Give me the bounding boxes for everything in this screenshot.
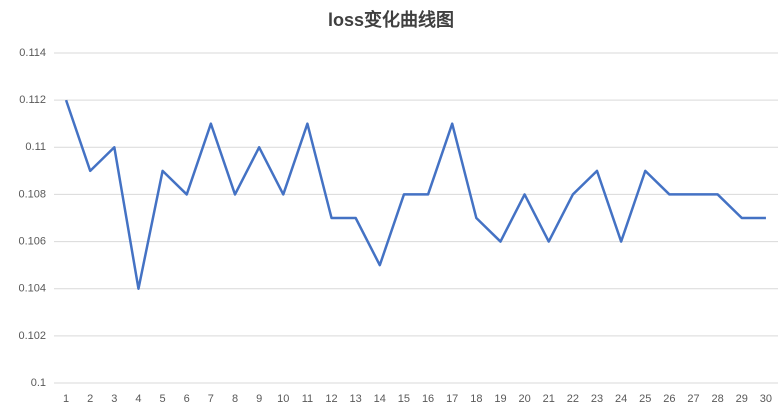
x-tick-label: 1	[63, 393, 69, 405]
x-tick-label: 8	[232, 393, 238, 405]
x-tick-label: 25	[639, 393, 651, 405]
y-tick-label: 0.11	[25, 141, 46, 153]
x-tick-label: 6	[184, 393, 190, 405]
y-tick-label: 0.1	[31, 377, 46, 389]
x-tick-label: 15	[398, 393, 410, 405]
x-tick-label: 5	[160, 393, 166, 405]
x-tick-label: 14	[374, 393, 386, 405]
y-tick-label: 0.102	[18, 330, 46, 342]
chart-title: loss变化曲线图	[328, 9, 454, 30]
x-tick-label: 4	[135, 393, 141, 405]
y-tick-label: 0.108	[18, 188, 46, 200]
x-tick-label: 12	[325, 393, 337, 405]
x-tick-label: 3	[111, 393, 117, 405]
x-tick-label: 23	[591, 393, 603, 405]
y-tick-label: 0.112	[19, 94, 46, 106]
x-tick-label: 17	[446, 393, 458, 405]
y-tick-label: 0.114	[19, 47, 46, 59]
x-tick-label: 21	[543, 393, 555, 405]
x-tick-label: 28	[712, 393, 724, 405]
x-tick-label: 22	[567, 393, 579, 405]
y-tick-label: 0.106	[18, 235, 46, 247]
x-tick-label: 9	[256, 393, 262, 405]
x-tick-label: 29	[736, 393, 748, 405]
x-tick-label: 26	[663, 393, 675, 405]
x-tick-label: 2	[87, 393, 93, 405]
x-tick-label: 10	[277, 393, 289, 405]
x-tick-label: 18	[470, 393, 482, 405]
x-tick-label: 27	[687, 393, 699, 405]
x-tick-label: 30	[760, 393, 772, 405]
y-tick-label: 0.104	[18, 283, 46, 295]
x-tick-label: 16	[422, 393, 434, 405]
x-tick-label: 24	[615, 393, 627, 405]
x-tick-label: 20	[518, 393, 530, 405]
data-line	[64, 99, 766, 290]
x-tick-label: 7	[208, 393, 214, 405]
x-tick-label: 13	[350, 393, 362, 405]
x-tick-label: 19	[494, 393, 506, 405]
x-tick-label: 11	[302, 393, 313, 405]
